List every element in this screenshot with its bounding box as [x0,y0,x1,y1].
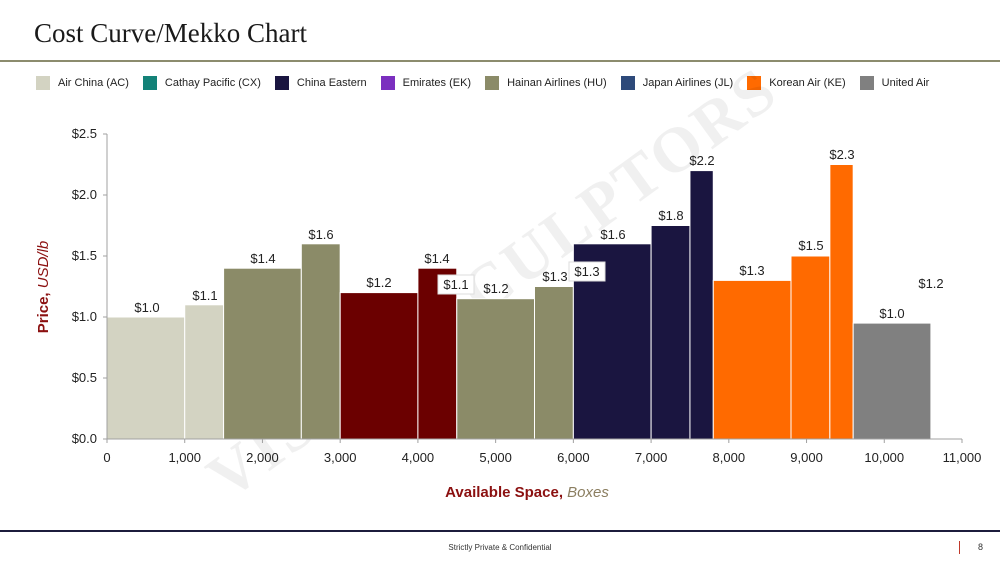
legend-label: Emirates (EK) [402,77,472,89]
x-tick-label: 2,000 [246,450,279,465]
bar [650,225,691,440]
y-axis-title-main: Price, [35,288,52,333]
data-label: $1.3 [542,269,567,284]
bar [712,279,792,440]
page-title: Cost Curve/Mekko Chart [34,18,307,48]
legend-label: Korean Air (KE) [769,77,846,89]
legend-swatch [274,76,289,90]
legend-label: Cathay Pacific (CX) [164,77,261,89]
bar [790,255,831,440]
legend-item: Japan Airlines (JL) [620,76,734,90]
legend-swatch [747,76,762,90]
bar [534,286,574,440]
x-tick-label: 4,000 [402,450,435,465]
data-label: $1.8 [658,208,683,223]
data-label: $1.2 [366,275,391,290]
x-tick-label: 11,000 [943,450,982,465]
bar [456,298,536,440]
y-tick-label: $1.0 [72,309,97,324]
legend-item: Hainan Airlines (HU) [485,76,607,90]
data-label: $2.3 [829,147,854,162]
x-axis-title-unit: Boxes [567,484,609,501]
x-tick-label: 9,000 [790,450,823,465]
data-label: $1.3 [739,263,764,278]
legend-label: Air China (AC) [58,77,129,89]
data-label: $1.3 [574,264,599,279]
bar [689,170,714,440]
data-label: $1.6 [308,227,333,242]
legend-item: Cathay Pacific (CX) [142,76,261,90]
legend-item: China Eastern [274,76,367,90]
y-tick-label: $1.5 [72,248,97,263]
x-tick-label: 1,000 [168,450,201,465]
legend-swatch [620,76,635,90]
legend-label: China Eastern [296,77,367,89]
x-tick-label: 5,000 [479,450,512,465]
legend-swatch [36,76,50,90]
legend-label: Hainan Airlines (HU) [507,77,607,89]
bar [184,304,225,440]
page-number: 8 [978,542,984,552]
data-label: $1.1 [443,277,468,292]
x-tick-label: 3,000 [324,450,357,465]
legend-label: Japan Airlines (JL) [642,77,734,89]
data-label: $1.5 [798,238,823,253]
legend-swatch [485,76,500,90]
y-tick-label: $0.0 [72,431,97,446]
legend-label: United Air [881,77,930,89]
data-label: $1.4 [424,251,449,266]
data-label: $1.2 [483,281,508,296]
x-tick-label: 0 [103,450,110,465]
data-label: $1.0 [879,306,904,321]
legend-swatch [859,76,874,90]
data-label-box [437,274,475,295]
data-label: $2.2 [689,153,714,168]
legend-item: Korean Air (KE) [747,76,846,90]
data-label: $1.6 [600,227,625,242]
legend-item: Emirates (EK) [380,76,472,90]
bar [339,292,419,440]
data-label-box [568,261,606,282]
bar [829,164,854,440]
legend-item: United Air [859,76,930,90]
y-axis-title: Price, USD/lb [35,241,52,334]
x-axis-title-main: Available Space, [445,484,567,501]
chart-legend: Air China (AC) Cathay Pacific (CX) China E… [36,74,986,92]
x-axis-title: Available Space, Boxes [445,484,609,501]
page-number-separator [959,541,960,554]
data-label: $1.1 [192,288,217,303]
bar [300,243,341,440]
confidentiality-note: Strictly Private & Confidential [448,543,552,552]
y-tick-label: $2.5 [72,126,97,141]
data-label: $1.0 [134,300,159,315]
bar [223,267,302,440]
bar [852,322,932,440]
x-tick-label: 10,000 [864,450,904,465]
legend-swatch [380,76,395,90]
x-tick-label: 7,000 [635,450,668,465]
x-tick-label: 6,000 [557,450,590,465]
bar [106,316,186,440]
legend-swatch [142,76,157,90]
x-tick-label: 8,000 [713,450,746,465]
legend-item: Air China (AC) [36,76,129,90]
y-tick-label: $2.0 [72,187,97,202]
data-label: $1.4 [250,251,275,266]
y-tick-label: $0.5 [72,370,97,385]
footer-divider [0,530,1000,532]
data-label: $1.2 [918,276,943,291]
title-divider [0,60,1000,62]
y-axis-title-unit: USD/lb [35,241,52,289]
